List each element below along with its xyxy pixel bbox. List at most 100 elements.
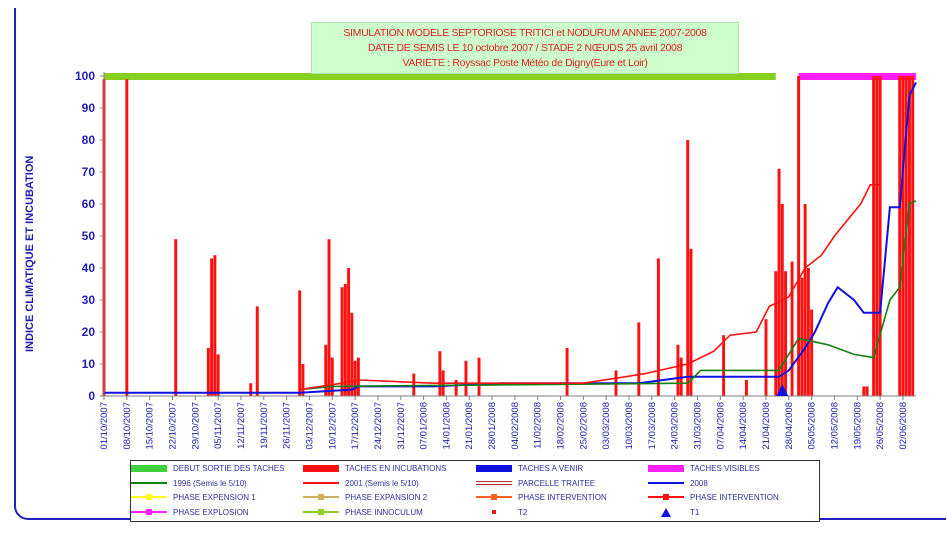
x-tick-label-26: 31/03/2008: [693, 402, 704, 450]
title-line-2: DATE DE SEMIS LE 10 octobre 2007 / STADE…: [367, 42, 683, 54]
legend-swatch-5: [303, 477, 339, 490]
incubation-bar-17: [350, 312, 354, 396]
legend-label-15: T1: [690, 507, 700, 517]
x-tick-label-17: 28/01/2008: [487, 402, 498, 450]
incubation-bar-21: [438, 351, 442, 396]
x-tick-label-19: 11/02/2008: [533, 402, 544, 449]
legend-swatch-6: [476, 477, 512, 490]
y-tick-label-6: 60: [82, 197, 96, 211]
legend-label-4: 1996 (Semis le 5/10): [173, 478, 247, 488]
incubation-bar-52: [898, 76, 902, 396]
markers: [776, 384, 789, 396]
incubation-bar-30: [676, 344, 680, 396]
x-tick-label-34: 26/05/2008: [875, 402, 886, 450]
legend-swatch-2: [476, 462, 512, 475]
legend-swatch-7: [648, 477, 684, 490]
legend-item-14: T2: [476, 506, 527, 519]
incubation-bar-48: [865, 386, 869, 396]
incubation-bar-6: [216, 354, 220, 396]
legend-swatch-4: [131, 477, 167, 490]
legend-item-7: 2008: [648, 477, 708, 490]
phase-band-0: [104, 73, 776, 80]
incubation-bar-7: [249, 383, 253, 396]
legend-label-8: PHASE EXPENSION 1: [173, 493, 256, 502]
x-tick-label-30: 28/04/2008: [784, 402, 795, 450]
legend-swatch-11: [648, 491, 684, 504]
legend-swatch-9: [303, 491, 339, 504]
legend-swatch-3: [648, 462, 684, 475]
incubation-bar-51: [878, 76, 882, 396]
x-tick-label-9: 03/12/2007: [304, 402, 315, 450]
x-tick-label-7: 19/11/2007: [259, 402, 270, 449]
y-axis-label-wrap: INDICE CLIMATIQUE ET INCUBATION: [24, 156, 220, 364]
incubation-bar-43: [800, 277, 804, 396]
incubation-bar-9: [298, 290, 302, 396]
legend-item-6: PARCELLE TRAITEE: [476, 477, 595, 490]
x-tick-label-22: 03/03/2008: [601, 402, 612, 450]
incubation-bar-35: [744, 380, 748, 396]
legend: DEBUT SORTIE DES TACHES TACHES EN INCUBAT…: [130, 460, 820, 522]
y-tick-labels: 0 10 20 30 40 50 60 70 80 90 100: [75, 69, 95, 403]
incubation-bar-20: [412, 373, 416, 396]
phase-band-1: [798, 73, 916, 80]
legend-swatch-15: [648, 506, 684, 519]
legend-item-13: PHASE INNOCULUM: [303, 506, 423, 519]
x-tick-label-29: 21/04/2008: [761, 402, 772, 450]
incubation-bar-8: [255, 306, 259, 396]
incubation-bar-16: [347, 268, 351, 396]
y-tick-label-3: 30: [82, 293, 96, 307]
y-tick-label-8: 80: [82, 133, 96, 147]
incubation-bar-24: [464, 360, 468, 396]
legend-item-15: T1: [648, 506, 699, 519]
incubation-bar-15: [343, 284, 347, 396]
incubation-bar-44: [803, 204, 807, 396]
legend-label-3: TACHES VISIBLES: [690, 464, 760, 473]
legend-swatch-8: [131, 491, 167, 504]
x-tick-label-10: 10/12/2007: [327, 402, 338, 450]
incubation-bar-28: [637, 322, 641, 396]
legend-swatch-13: [303, 506, 339, 519]
legend-label-1: TACHES EN INCUBATIONS: [345, 464, 447, 473]
incubation-bar-42: [797, 76, 801, 396]
x-tick-label-1: 08/10/2007: [122, 402, 133, 450]
incubation-bar-47: [862, 386, 866, 396]
x-tick-label-28: 14/04/2008: [738, 402, 749, 450]
y-axis-label: INDICE CLIMATIQUE ET INCUBATION: [24, 155, 36, 352]
x-tick-label-25: 24/03/2008: [670, 402, 681, 450]
legend-label-10: PHASE INTERVENTION: [518, 493, 607, 502]
x-tick-label-21: 25/02/2008: [578, 402, 589, 450]
series-lines: [104, 81, 917, 394]
x-tick-label-5: 05/11/2007: [213, 402, 224, 449]
x-tick-label-6: 12/11/2007: [236, 402, 247, 449]
title-line-1: SIMULATION MODELE SEPTORIOSE TRITICI et …: [343, 27, 707, 39]
x-tick-label-20: 18/02/2008: [556, 402, 567, 450]
incubation-bar-12: [327, 239, 331, 396]
legend-item-3: TACHES VISIBLES: [648, 462, 760, 475]
legend-label-13: PHASE INNOCULUM: [345, 507, 423, 517]
legend-swatch-10: [476, 491, 512, 504]
incubation-bar-14: [340, 287, 344, 396]
x-tick-label-14: 07/01/2008: [419, 402, 430, 450]
y-tick-label-7: 70: [82, 165, 96, 179]
phase-bands: [104, 73, 916, 80]
incubation-bar-38: [777, 168, 781, 396]
incubation-bar-55: [908, 76, 911, 396]
x-tick-label-8: 26/11/2007: [282, 402, 293, 449]
x-tick-label-12: 24/12/2007: [373, 402, 384, 450]
x-tick-label-0: 01/10/2007: [99, 402, 110, 450]
x-tick-label-23: 10/03/2008: [624, 402, 635, 450]
incubation-bar-32: [686, 140, 690, 396]
legend-label-11: PHASE INTERVENTION: [690, 493, 779, 502]
incubation-bar-49: [872, 76, 876, 396]
legend-item-5: 2001 (Semis le 5/10): [303, 477, 419, 490]
x-tick-label-2: 15/10/2007: [145, 402, 156, 450]
legend-label-2: TACHES A VENIR: [518, 464, 584, 473]
x-tick-label-33: 19/05/2008: [852, 402, 863, 450]
x-tick-label-3: 22/10/2007: [167, 402, 178, 450]
x-tick-label-18: 04/02/2008: [510, 402, 521, 450]
legend-item-0: DEBUT SORTIE DES TACHES: [131, 462, 284, 475]
x-tick-label-32: 12/05/2008: [829, 402, 840, 450]
incubation-bar-26: [565, 348, 569, 396]
y-tick-label-2: 20: [82, 325, 96, 339]
